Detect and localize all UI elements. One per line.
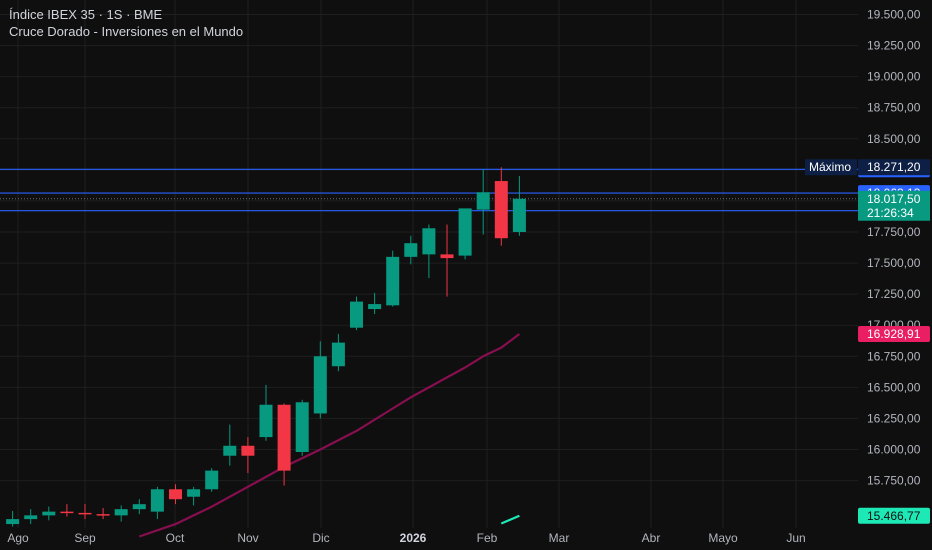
candle-body[interactable] [295, 402, 309, 452]
x-tick-label: Jun [786, 531, 805, 545]
sma-fast-label-bg [858, 326, 930, 343]
candle-body[interactable] [132, 504, 146, 510]
candle-body[interactable] [350, 301, 363, 328]
y-tick-label: 17.750,00 [867, 225, 921, 239]
chart-legend: Índice IBEX 35 · 1S · BME Cruce Dorado -… [9, 6, 243, 40]
y-tick-label: 16.250,00 [867, 411, 921, 425]
x-tick-label: Abr [642, 531, 661, 545]
candle-body[interactable] [169, 489, 182, 500]
candle-body[interactable] [512, 198, 526, 232]
candle-body[interactable] [440, 254, 454, 259]
candle-body[interactable] [150, 489, 164, 512]
last-price-bg [858, 190, 930, 221]
maximo-value: 18.271,20 [867, 160, 921, 174]
candle-body[interactable] [404, 243, 418, 257]
candle-body[interactable] [241, 445, 255, 456]
countdown-label: 21:26:34 [867, 206, 914, 220]
candle-body[interactable] [42, 511, 56, 516]
y-tick-label: 16.750,00 [867, 349, 921, 363]
candle-body[interactable] [277, 404, 291, 471]
x-tick-label: 2026 [400, 531, 427, 545]
y-tick-label: 19.000,00 [867, 70, 921, 84]
x-tick-label: Mayo [708, 531, 738, 545]
y-tick-label: 18.750,00 [867, 101, 921, 115]
chart-title: Índice IBEX 35 · 1S · BME [9, 7, 163, 22]
candle-body[interactable] [96, 514, 110, 516]
candle-body[interactable] [114, 509, 128, 516]
y-tick-label: 16.500,00 [867, 380, 921, 394]
x-tick-label: Oct [166, 531, 185, 545]
chart-subtitle: Cruce Dorado - Inversiones en el Mundo [9, 24, 244, 39]
x-tick-label: Dic [312, 531, 329, 545]
x-tick-label: Feb [477, 531, 498, 545]
maximo-value-bg [858, 159, 930, 176]
candle-body[interactable] [422, 228, 436, 255]
y-tick-label: 15.750,00 [867, 474, 921, 488]
candle-body[interactable] [24, 515, 38, 520]
candle-body[interactable] [223, 445, 237, 456]
candle-body[interactable] [331, 342, 345, 367]
candle-body[interactable] [313, 356, 327, 414]
y-tick-label: 16.000,00 [867, 443, 921, 457]
candle-body[interactable] [6, 519, 20, 525]
y-tick-label: 18.500,00 [867, 132, 921, 146]
candle-body[interactable] [60, 511, 74, 514]
maximo-tag-bg [805, 159, 857, 176]
sma-slow-label-bg [858, 507, 930, 524]
x-tick-label: Mar [549, 531, 570, 545]
sma-slow-label: 15.466,77 [867, 509, 921, 523]
x-tick-label: Nov [237, 531, 258, 545]
candle-body[interactable] [187, 489, 201, 497]
maximo-tag: Máximo [809, 160, 851, 174]
candle-body[interactable] [476, 192, 490, 210]
candle-body[interactable] [205, 470, 219, 490]
y-tick-label: 17.500,00 [867, 256, 921, 270]
sma-fast-label: 16.928,91 [867, 327, 921, 341]
x-tick-label: Sep [74, 531, 96, 545]
moving-average-line-slow [500, 514, 520, 525]
candle-body[interactable] [494, 181, 508, 239]
candle-body[interactable] [368, 304, 382, 310]
y-tick-label: 17.250,00 [867, 287, 921, 301]
last-price-label: 18.017,50 [867, 192, 921, 206]
candle-body[interactable] [458, 208, 472, 256]
y-tick-label: 19.250,00 [867, 39, 921, 53]
y-tick-label: 19.500,00 [867, 8, 921, 22]
moving-average-line [138, 333, 521, 538]
candle-body[interactable] [259, 404, 273, 438]
candle-body[interactable] [386, 256, 400, 306]
x-tick-label: Ago [7, 531, 29, 545]
candle-body[interactable] [78, 512, 92, 515]
